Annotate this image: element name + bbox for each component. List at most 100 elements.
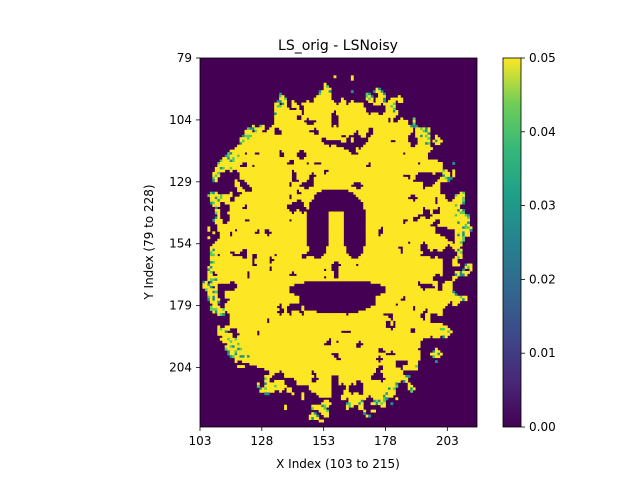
heatmap-cell <box>289 152 292 155</box>
heatmap-cell <box>415 266 419 269</box>
heatmap-cell <box>380 114 384 118</box>
heatmap-cell <box>313 159 317 163</box>
heatmap-cell <box>326 251 329 255</box>
heatmap-cell <box>331 241 334 245</box>
heatmap-cell <box>368 223 372 227</box>
heatmap-cell <box>286 122 290 126</box>
heatmap-cell <box>395 238 399 242</box>
heatmap-cell <box>279 171 283 175</box>
heatmap-cell <box>400 226 404 230</box>
heatmap-cell <box>318 92 322 96</box>
heatmap-cell <box>237 251 240 255</box>
heatmap-cell <box>298 211 302 215</box>
heatmap-cell <box>214 194 218 198</box>
heatmap-cell <box>318 107 322 111</box>
heatmap-cell <box>281 176 285 180</box>
heatmap-cell <box>281 186 285 190</box>
heatmap-cell <box>370 231 374 235</box>
heatmap-cell <box>348 261 352 264</box>
heatmap-cell <box>222 238 226 242</box>
heatmap-cell <box>358 194 362 198</box>
heatmap-cell <box>284 258 287 262</box>
heatmap-cell <box>259 189 263 193</box>
heatmap-cell <box>296 196 300 200</box>
heatmap-cell <box>284 196 287 200</box>
heatmap-cell <box>316 107 320 111</box>
heatmap-cell <box>212 194 216 198</box>
heatmap-cell <box>417 204 421 207</box>
heatmap-cell <box>422 169 426 173</box>
heatmap-cell <box>385 233 389 237</box>
heatmap-cell <box>276 238 280 242</box>
heatmap-cell <box>336 159 339 163</box>
heatmap-cell <box>392 186 396 190</box>
heatmap-cell <box>336 228 339 232</box>
heatmap-cell <box>303 228 307 232</box>
heatmap-cell <box>331 214 334 217</box>
heatmap-cell <box>286 127 290 131</box>
heatmap-cell <box>256 221 260 225</box>
heatmap-cell <box>454 233 458 237</box>
heatmap-cell <box>284 97 287 101</box>
heatmap-cell <box>368 166 372 170</box>
heatmap-cell <box>417 226 421 230</box>
heatmap-cell <box>323 273 327 277</box>
heatmap-cell <box>311 152 315 155</box>
heatmap-cell <box>276 176 280 180</box>
heatmap-cell <box>281 246 285 250</box>
heatmap-cell <box>254 149 258 153</box>
heatmap-cell <box>227 238 231 242</box>
heatmap-cell <box>303 105 307 108</box>
heatmap-cell <box>222 268 226 272</box>
heatmap-cell <box>271 134 275 138</box>
heatmap-cell <box>392 233 396 237</box>
heatmap-cell <box>417 258 421 262</box>
heatmap-cell <box>284 189 287 193</box>
heatmap-cell <box>232 216 236 220</box>
heatmap-cell <box>402 258 406 262</box>
heatmap-cell <box>251 246 255 250</box>
heatmap-cell <box>355 268 359 272</box>
heatmap-cell <box>415 241 419 245</box>
heatmap-cell <box>281 218 285 222</box>
heatmap-cell <box>407 228 411 232</box>
heatmap-cell <box>303 124 307 128</box>
heatmap-cell <box>318 137 322 141</box>
heatmap-cell <box>234 273 238 277</box>
heatmap-cell <box>348 164 352 168</box>
heatmap-cell <box>427 241 431 245</box>
heatmap-cell <box>234 261 238 264</box>
heatmap-cell <box>269 186 273 190</box>
heatmap-cell <box>355 169 359 173</box>
heatmap-cell <box>383 246 386 250</box>
heatmap-cell <box>380 166 384 170</box>
heatmap-cell <box>348 154 352 158</box>
heatmap-cell <box>385 154 389 158</box>
heatmap-cell <box>373 169 376 173</box>
heatmap-cell <box>355 164 359 168</box>
heatmap-cell <box>380 268 384 272</box>
heatmap-cell <box>256 142 260 146</box>
heatmap-cell <box>400 204 404 207</box>
heatmap-cell <box>269 263 273 267</box>
heatmap-cell <box>296 263 300 267</box>
heatmap-cell <box>331 129 334 133</box>
heatmap-cell <box>422 204 426 207</box>
heatmap-cell <box>387 105 391 108</box>
heatmap-cell <box>380 162 384 165</box>
heatmap-cell <box>340 273 344 277</box>
heatmap-cell <box>212 243 216 247</box>
heatmap-cell <box>410 181 414 185</box>
heatmap-cell <box>284 216 287 220</box>
heatmap-cell <box>410 218 414 222</box>
heatmap-cell <box>464 263 468 267</box>
heatmap-cell <box>422 231 426 235</box>
heatmap-cell <box>397 253 401 257</box>
heatmap-cell <box>338 132 342 136</box>
heatmap-cell <box>293 110 297 113</box>
heatmap-cell <box>246 256 250 259</box>
heatmap-cell <box>457 216 461 220</box>
heatmap-cell <box>380 100 384 103</box>
heatmap-cell <box>316 127 320 131</box>
heatmap-cell <box>291 105 295 108</box>
